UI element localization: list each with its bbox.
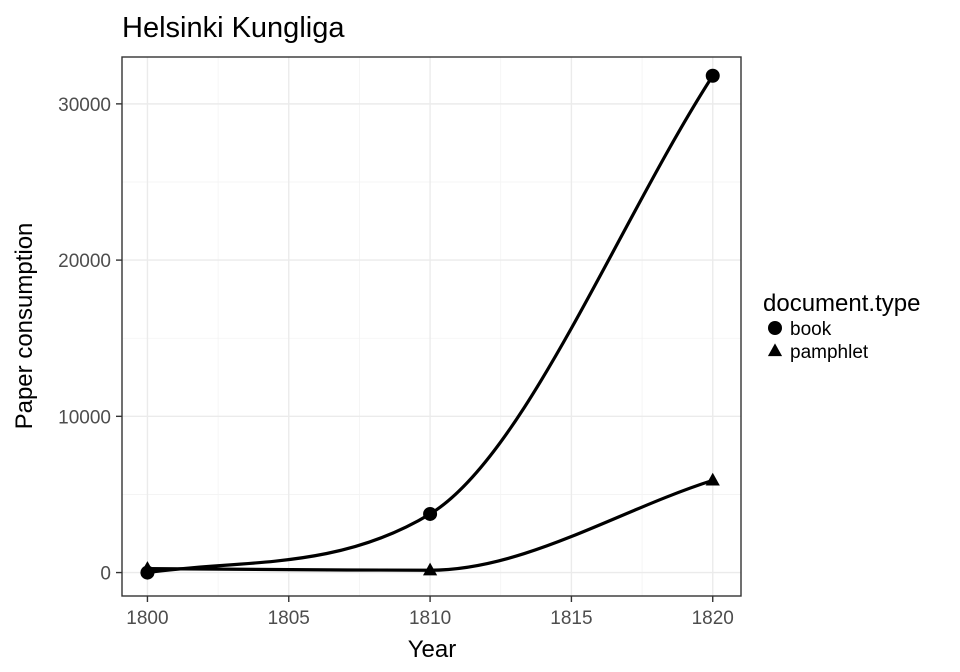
y-tick-label: 10000 [58,407,111,428]
data-point-pamphlet [422,562,438,576]
legend-label: book [790,319,832,340]
legend-key-pamphlet [767,343,783,357]
y-tick-label: 30000 [58,95,111,116]
panel-border [121,56,742,597]
y-tick-label: 0 [100,564,111,585]
series-layer [140,68,720,580]
y-axis-title: Paper consumption [11,223,38,430]
x-tick-label: 1800 [126,608,168,629]
chart-title: Helsinki Kungliga [122,12,345,44]
legend-key-book [768,321,782,335]
x-tick-label: 1805 [268,608,310,629]
x-tick-label: 1810 [409,608,451,629]
series-pamphlet [140,472,720,576]
y-tick-label: 20000 [58,251,111,272]
data-point-book [705,68,720,83]
x-tick-label: 1820 [692,608,734,629]
legend-entry-book: book [768,319,832,340]
legend-title: document.type [763,290,920,317]
data-point-book [423,506,438,521]
axes: 1800 1805 1810 1815 1820 0 10000 20000 30000 [58,95,734,629]
x-axis-title: Year [408,636,457,663]
data-point-pamphlet [140,561,155,574]
legend-label: pamphlet [790,342,869,363]
series-line-book [147,74,715,575]
legend-entry-pamphlet: pamphlet [767,342,869,363]
data-point-pamphlet [705,472,720,486]
x-tick-label: 1815 [550,608,592,629]
